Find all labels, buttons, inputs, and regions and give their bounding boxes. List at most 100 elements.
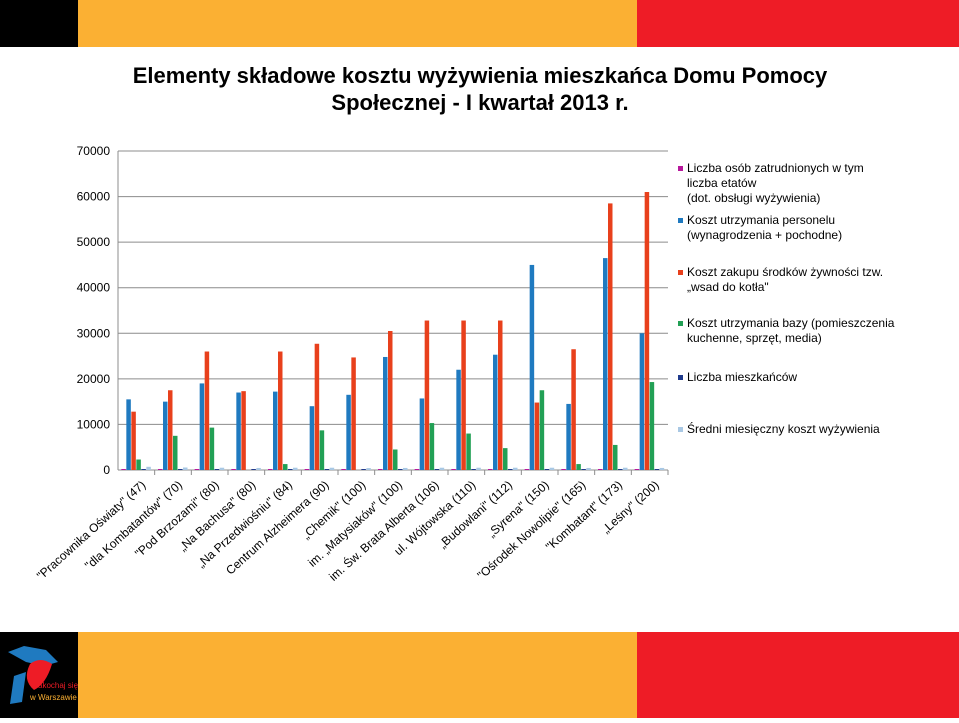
bar xyxy=(566,403,571,470)
y-tick-label: 0 xyxy=(103,463,110,477)
bar xyxy=(173,435,178,470)
bar xyxy=(488,469,493,470)
bottom-color-band: zakochaj się w Warszawie xyxy=(0,632,959,718)
bar xyxy=(639,333,645,470)
bar xyxy=(214,469,220,470)
bar xyxy=(199,383,205,470)
bar xyxy=(476,467,481,470)
bottom-band-orange xyxy=(78,632,637,718)
chart: 010000200003000040000500006000070000"Pra… xyxy=(34,144,895,584)
legend-entry: „wsad do kotła" xyxy=(687,280,769,294)
bar xyxy=(659,467,665,470)
bar xyxy=(524,469,530,470)
bar xyxy=(434,469,440,470)
legend-swatch xyxy=(678,218,683,223)
legend-swatch xyxy=(678,166,683,171)
bar xyxy=(183,467,188,470)
bar xyxy=(178,469,183,470)
legend-swatch xyxy=(678,375,683,380)
top-band-black xyxy=(0,0,78,47)
bar xyxy=(256,467,261,470)
bar xyxy=(251,469,256,470)
bar xyxy=(649,382,655,470)
bar xyxy=(561,469,566,470)
y-tick-label: 70000 xyxy=(77,144,111,158)
bar xyxy=(581,469,586,470)
logo-text-line2: w Warszawie xyxy=(29,693,77,702)
bar xyxy=(341,469,346,470)
bar xyxy=(498,320,503,470)
bar xyxy=(424,320,430,470)
bar xyxy=(419,398,425,470)
bar xyxy=(549,467,555,470)
bar xyxy=(644,192,650,470)
bar xyxy=(241,391,246,470)
bar xyxy=(393,449,398,470)
y-tick-label: 50000 xyxy=(77,235,111,249)
bar xyxy=(273,391,278,470)
bar xyxy=(598,469,603,470)
bar xyxy=(539,390,545,470)
bar xyxy=(571,349,576,470)
bar xyxy=(309,406,315,470)
bar xyxy=(136,459,141,470)
bar xyxy=(466,433,471,470)
bar xyxy=(283,464,288,470)
bar xyxy=(534,402,540,470)
legend-swatch xyxy=(678,270,683,275)
top-band-red xyxy=(637,0,959,47)
bar xyxy=(503,448,508,470)
bar xyxy=(366,468,371,470)
bar xyxy=(168,390,173,470)
bar xyxy=(456,369,461,470)
bar xyxy=(204,351,210,470)
y-tick-label: 10000 xyxy=(77,417,111,431)
bar xyxy=(513,467,518,470)
legend-entry: Koszt utrzymania bazy (pomieszczenia xyxy=(687,316,895,330)
bar xyxy=(398,469,403,470)
bar xyxy=(319,430,325,470)
bar xyxy=(131,411,136,470)
bar xyxy=(288,469,293,470)
bar xyxy=(126,399,131,470)
bar xyxy=(618,469,623,470)
bar xyxy=(236,392,241,470)
bar xyxy=(314,343,320,470)
bar xyxy=(471,469,476,470)
legend-swatch xyxy=(678,321,683,326)
bar xyxy=(219,467,225,470)
legend-entry: Koszt zakupu środków żywności tzw. xyxy=(687,265,883,279)
bar xyxy=(346,394,351,470)
bar xyxy=(544,469,550,470)
bar xyxy=(146,466,151,470)
legend-entry: Liczba osób zatrudnionych w tym xyxy=(687,161,864,175)
chart-title: Elementy składowe kosztu wyżywienia mies… xyxy=(60,62,900,116)
city-logo-icon: zakochaj się w Warszawie xyxy=(8,646,79,704)
y-tick-label: 20000 xyxy=(77,372,111,386)
bar xyxy=(329,467,335,470)
bar xyxy=(634,469,640,470)
bar xyxy=(293,467,298,470)
bar xyxy=(304,469,310,470)
chart-title-line2: Społecznej - I kwartał 2013 r. xyxy=(331,90,629,115)
bar xyxy=(324,469,330,470)
bar xyxy=(388,331,393,470)
bar xyxy=(194,469,200,470)
legend-entry: kuchenne, sprzęt, media) xyxy=(687,331,822,345)
bar xyxy=(268,469,273,470)
bar xyxy=(351,357,356,470)
bar xyxy=(378,469,383,470)
bar xyxy=(603,258,608,470)
bar xyxy=(141,469,146,470)
bar xyxy=(403,467,408,470)
bar xyxy=(231,469,236,470)
bottom-band-black: zakochaj się w Warszawie xyxy=(0,632,79,718)
bar xyxy=(383,356,388,470)
top-band-orange xyxy=(78,0,637,47)
bar xyxy=(121,469,126,470)
bar xyxy=(209,427,215,470)
y-tick-label: 40000 xyxy=(77,281,111,295)
legend-entry: (dot. obsługi wyżywienia) xyxy=(687,191,820,205)
y-tick-label: 30000 xyxy=(77,326,111,340)
legend-entry: liczba etatów xyxy=(687,176,757,190)
